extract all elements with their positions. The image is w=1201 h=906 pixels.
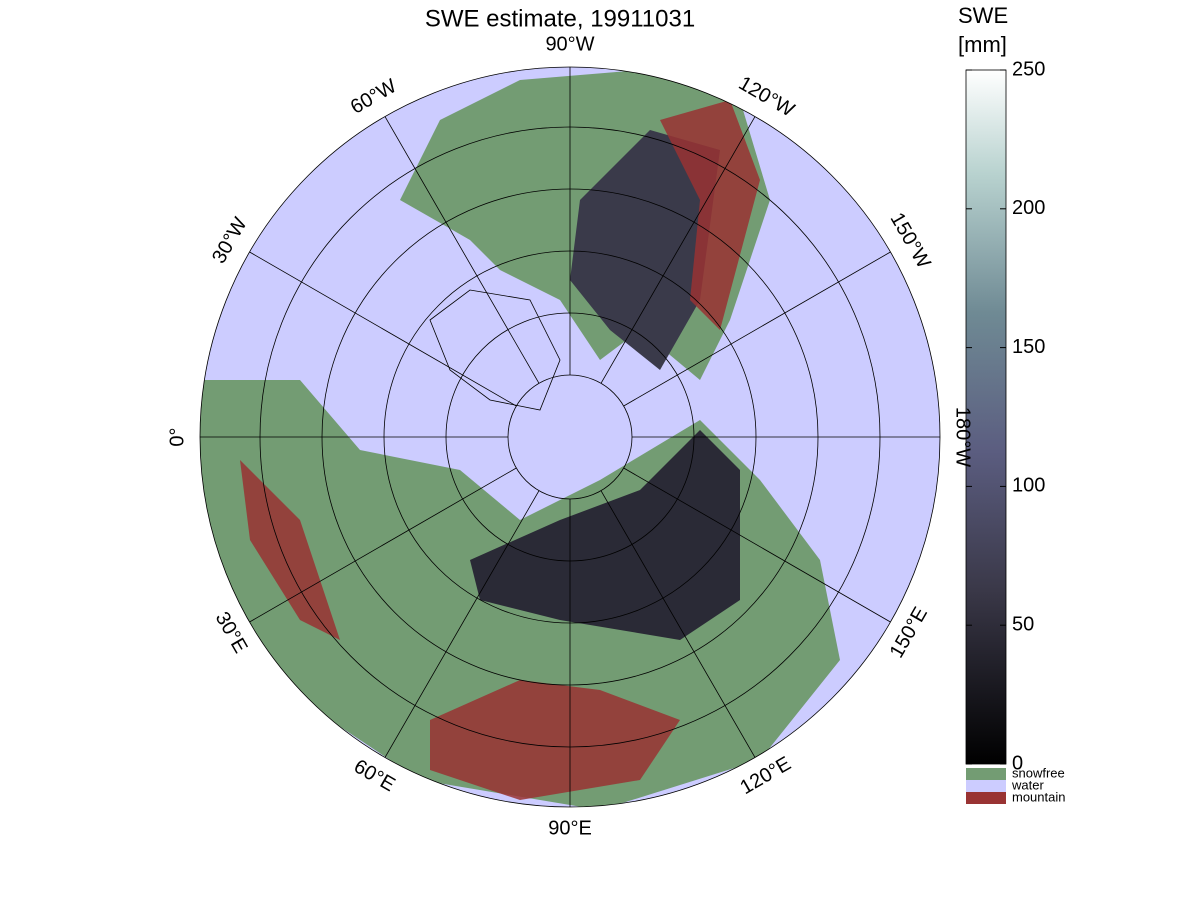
colorbar-tick-label: 100 <box>1012 475 1045 497</box>
longitude-label: 60°E <box>350 755 399 796</box>
snow-na <box>570 130 720 370</box>
class-label: mountain <box>1012 789 1065 804</box>
map <box>200 67 940 807</box>
colorbar-tick-label: 200 <box>1012 197 1045 219</box>
colorbar-tick-label: 50 <box>1012 613 1034 635</box>
class-swatch <box>966 792 1006 804</box>
central-asia-mountains <box>430 680 680 800</box>
meridian <box>623 467 891 623</box>
longitude-label: 90°W <box>545 33 594 55</box>
longitude-label: 30°E <box>211 608 252 657</box>
colorbar-tick-label: 150 <box>1012 336 1045 358</box>
class-label: snowfree <box>1012 765 1065 780</box>
colorbar <box>965 69 1007 765</box>
colorbar-title: [mm] <box>958 32 1007 57</box>
meridian <box>600 490 756 758</box>
class-swatch <box>966 780 1006 792</box>
snow-siberia <box>470 430 740 640</box>
longitude-label: 180°W <box>952 407 974 467</box>
colorbar-title: SWE <box>958 3 1008 28</box>
meridian <box>600 116 756 384</box>
longitude-label: 90°E <box>548 817 592 839</box>
meridian <box>249 467 517 623</box>
title: SWE estimate, 19911031 <box>425 5 695 32</box>
meridian <box>384 116 540 384</box>
rockies <box>660 100 760 330</box>
europe-mountains <box>240 460 340 640</box>
meridian <box>249 251 517 407</box>
meridian <box>384 490 540 758</box>
greenland <box>429 289 561 411</box>
longitude-label: 0° <box>166 427 188 446</box>
colorbar-tick-label: 250 <box>1012 58 1045 80</box>
colorbar-tick-label: 0 <box>1012 752 1023 774</box>
class-swatch <box>966 768 1006 780</box>
meridian <box>623 251 891 407</box>
class-label: water <box>1011 777 1044 792</box>
graticule <box>199 66 941 808</box>
